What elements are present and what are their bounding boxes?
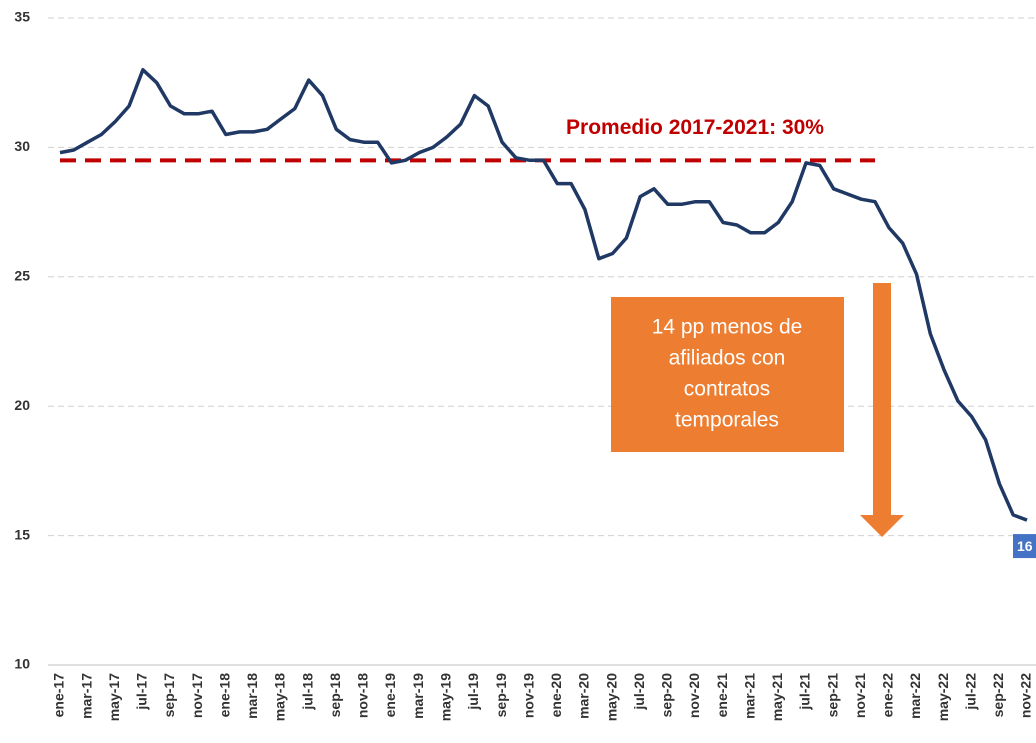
x-tick-label: sep-19 (493, 673, 509, 718)
reference-label: Promedio 2017-2021: 30% (566, 116, 824, 139)
x-tick-label: nov-17 (189, 673, 205, 718)
y-tick-label: 10 (14, 656, 30, 672)
x-tick-label: jul-22 (962, 673, 978, 711)
x-tick-label: mar-20 (576, 673, 592, 719)
x-tick-label: mar-21 (741, 673, 757, 719)
y-tick-label: 25 (14, 268, 30, 284)
x-tick-label: jul-21 (797, 673, 813, 711)
x-tick-label: jul-17 (134, 673, 150, 711)
x-tick-label: jul-18 (299, 673, 315, 711)
y-tick-label: 30 (14, 138, 30, 154)
x-tick-label: ene-17 (51, 673, 67, 718)
annotation-text: 14 pp menos de (652, 316, 803, 339)
x-tick-label: ene-21 (714, 673, 730, 718)
x-tick-label: may-18 (272, 673, 288, 721)
x-tick-label: mar-22 (907, 673, 923, 719)
x-tick-label: may-20 (603, 673, 619, 721)
x-tick-label: ene-18 (216, 673, 232, 718)
annotation-text: temporales (675, 409, 779, 432)
x-tick-label: jul-19 (465, 673, 481, 711)
x-tick-label: may-21 (769, 673, 785, 721)
y-tick-label: 15 (14, 526, 30, 542)
x-tick-label: may-22 (935, 673, 951, 721)
x-tick-label: ene-19 (382, 673, 398, 718)
data-label-box (1013, 534, 1036, 559)
x-tick-label: may-19 (438, 673, 454, 721)
x-tick-label: ene-20 (548, 673, 564, 718)
annotation-arrow-shaft (873, 283, 891, 515)
y-tick-label: 20 (14, 397, 30, 413)
line-series (59, 68, 1028, 522)
annotation-text: afiliados con (669, 347, 786, 370)
annotation-box (611, 297, 844, 452)
x-tick-label: nov-20 (686, 673, 702, 718)
x-tick-label: ene-22 (880, 673, 896, 718)
x-tick-label: nov-22 (1018, 673, 1034, 718)
x-tick-label: sep-20 (659, 673, 675, 718)
y-tick-label: 35 (14, 9, 30, 25)
annotation-arrow-head (860, 515, 904, 537)
x-tick-label: nov-18 (355, 673, 371, 718)
x-tick-label: mar-19 (410, 673, 426, 719)
annotation-text: contratos (684, 378, 770, 401)
x-tick-label: mar-18 (244, 673, 260, 719)
x-tick-label: sep-18 (327, 673, 343, 718)
x-tick-label: nov-21 (852, 673, 868, 718)
x-tick-label: sep-21 (824, 673, 840, 718)
x-tick-label: may-17 (106, 673, 122, 721)
x-tick-label: mar-17 (78, 673, 94, 719)
x-tick-label: jul-20 (631, 673, 647, 711)
data-label: 16 (1017, 538, 1033, 554)
x-tick-label: sep-22 (990, 673, 1006, 718)
x-tick-label: nov-19 (520, 673, 536, 718)
x-tick-label: sep-17 (161, 673, 177, 718)
